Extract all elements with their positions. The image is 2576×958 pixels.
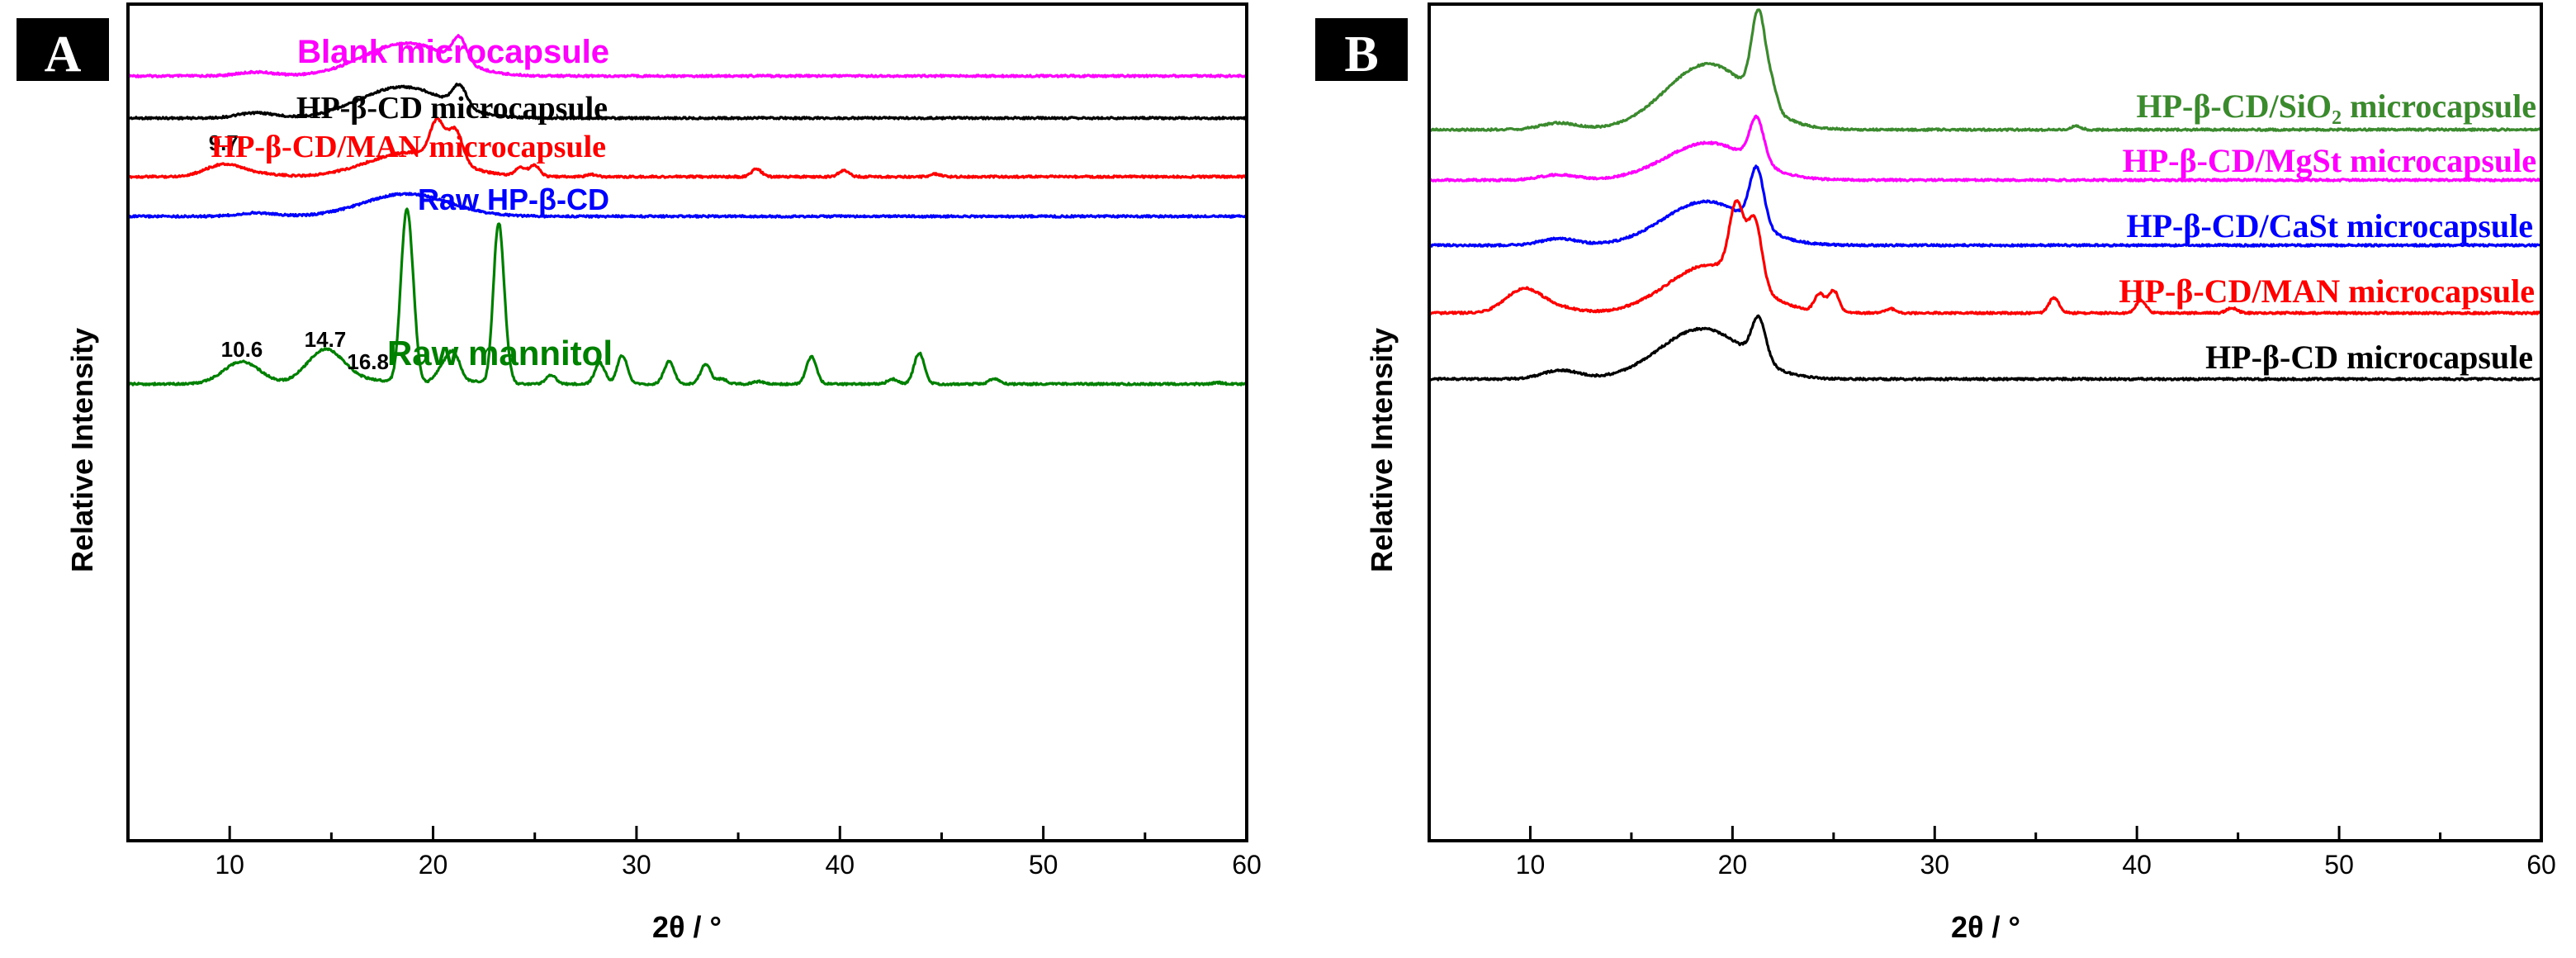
series-label: HP-β-CD/MAN microcapsule xyxy=(2119,273,2535,310)
series-label: HP-β-CD microcapsule xyxy=(2205,339,2533,376)
panel-b: B HP-β-CD/SiO₂ microcapsule HP-β-CD/MgSt … xyxy=(1315,2,2556,944)
series-label: HP-β-CD/MAN microcapsule xyxy=(211,130,606,164)
peak-annotation: 9.7 xyxy=(209,130,239,155)
x-tick-label: 40 xyxy=(825,850,855,880)
panel-a-series-labels: Blank microcapsule HP-β-CD microcapsule HP… xyxy=(211,34,613,372)
panel-b-y-axis-label: Relative Intensity xyxy=(1365,328,1399,572)
x-tick-label: 30 xyxy=(622,850,651,880)
panel-b-plot-frame xyxy=(1428,2,2543,842)
panel-a-x-axis: 10 20 30 40 50 60 xyxy=(126,826,1262,880)
x-tick-label: 50 xyxy=(2324,850,2354,880)
x-tick-label: 10 xyxy=(1516,850,1546,880)
panel-a-x-axis-label: 2θ / ° xyxy=(652,910,722,944)
series-label: HP-β-CD/MgSt microcapsule xyxy=(2123,142,2536,179)
trace-hp-cd-man-microcapsule xyxy=(1428,199,2542,315)
panel-b-label: B xyxy=(1344,26,1378,83)
panel-a-label: A xyxy=(45,26,82,83)
trace-hp-cd-sio-microcapsule xyxy=(1428,8,2543,132)
panel-a-peak-annotations: 9.7 10.6 14.716.8 xyxy=(209,130,389,374)
series-label: HP-β-CD microcapsule xyxy=(296,91,608,126)
x-tick-label: 50 xyxy=(1029,850,1058,880)
peak-annotation: 16.8 xyxy=(347,349,389,374)
x-tick-label: 40 xyxy=(2122,850,2152,880)
x-tick-label: 20 xyxy=(1718,850,1748,880)
series-label: Blank microcapsule xyxy=(297,34,609,70)
series-label: HP-β-CD/SiO₂ microcapsule xyxy=(2136,88,2536,125)
panel-a-label-box xyxy=(17,18,109,81)
trace-hp-cd-cast-microcapsule xyxy=(1428,164,2542,248)
panel-a-traces xyxy=(126,34,1248,387)
series-label: Raw HP-β-CD xyxy=(418,183,609,216)
panel-b-x-axis-label: 2θ / ° xyxy=(1951,910,2020,944)
panel-b-series-labels: HP-β-CD/SiO₂ microcapsule HP-β-CD/MgSt mi… xyxy=(2119,88,2536,376)
series-label: HP-β-CD/CaSt microcapsule xyxy=(2127,207,2534,244)
panel-b-x-axis: 10 20 30 40 50 60 xyxy=(1428,826,2556,880)
panel-a: A 9.7 10.6 14.716.8 Blank microcapsule HP-β… xyxy=(17,2,1262,944)
peak-annotation: 14.7 xyxy=(305,327,347,352)
panel-b-label-box xyxy=(1315,18,1408,81)
peak-annotation: 10.6 xyxy=(221,337,263,362)
series-label: Raw mannitol xyxy=(387,334,613,372)
x-tick-label: 10 xyxy=(215,850,244,880)
trace-hp-cd-mgst-microcapsule xyxy=(1428,114,2543,183)
trace-hp-cd-man-microcapsule xyxy=(127,116,1248,179)
x-tick-label: 60 xyxy=(1232,850,1262,880)
panel-a-y-axis-label: Relative Intensity xyxy=(65,328,99,572)
panel-a-plot-frame xyxy=(126,2,1248,842)
x-tick-label: 20 xyxy=(419,850,448,880)
trace-blank-microcapsule xyxy=(126,34,1248,78)
trace-hp-cd-microcapsule xyxy=(1428,314,2543,382)
trace-hp-cd-microcapsule xyxy=(126,83,1248,121)
trace-raw-hp-cd xyxy=(127,192,1248,219)
x-tick-label: 60 xyxy=(2526,850,2556,880)
trace-raw-mannitol xyxy=(126,207,1248,387)
x-tick-label: 30 xyxy=(1920,850,1949,880)
panel-b-traces xyxy=(1428,8,2543,382)
